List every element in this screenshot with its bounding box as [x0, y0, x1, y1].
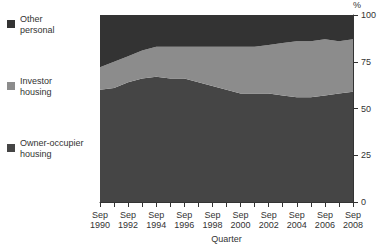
svg-text:personal: personal [20, 25, 55, 35]
svg-text:25: 25 [361, 150, 371, 160]
svg-text:Sep: Sep [233, 210, 249, 220]
svg-text:Other: Other [20, 14, 43, 24]
svg-text:1990: 1990 [90, 220, 110, 230]
svg-text:Sep: Sep [120, 210, 136, 220]
svg-text:100: 100 [361, 10, 376, 20]
svg-text:1992: 1992 [118, 220, 138, 230]
svg-text:50: 50 [361, 104, 371, 114]
svg-text:2008: 2008 [343, 220, 363, 230]
svg-text:Sep: Sep [176, 210, 192, 220]
svg-text:Sep: Sep [148, 210, 164, 220]
svg-text:1994: 1994 [146, 220, 166, 230]
svg-text:housing: housing [20, 87, 52, 97]
svg-text:75: 75 [361, 57, 371, 67]
svg-text:Quarter: Quarter [211, 234, 242, 244]
svg-text:2002: 2002 [259, 220, 279, 230]
svg-text:Sep: Sep [261, 210, 277, 220]
svg-text:1996: 1996 [174, 220, 194, 230]
svg-text:2000: 2000 [231, 220, 251, 230]
svg-text:Sep: Sep [204, 210, 220, 220]
svg-text:Sep: Sep [92, 210, 108, 220]
svg-text:Investor: Investor [20, 76, 52, 86]
svg-text:Sep: Sep [289, 210, 305, 220]
svg-text:2004: 2004 [287, 220, 307, 230]
svg-text:0: 0 [361, 197, 366, 207]
svg-text:2006: 2006 [315, 220, 335, 230]
svg-text:housing: housing [20, 149, 52, 159]
svg-text:Owner-occupier: Owner-occupier [20, 138, 84, 148]
svg-text:Sep: Sep [317, 210, 333, 220]
svg-text:1998: 1998 [202, 220, 222, 230]
svg-text:Sep: Sep [345, 210, 361, 220]
svg-text:%: % [353, 0, 361, 10]
